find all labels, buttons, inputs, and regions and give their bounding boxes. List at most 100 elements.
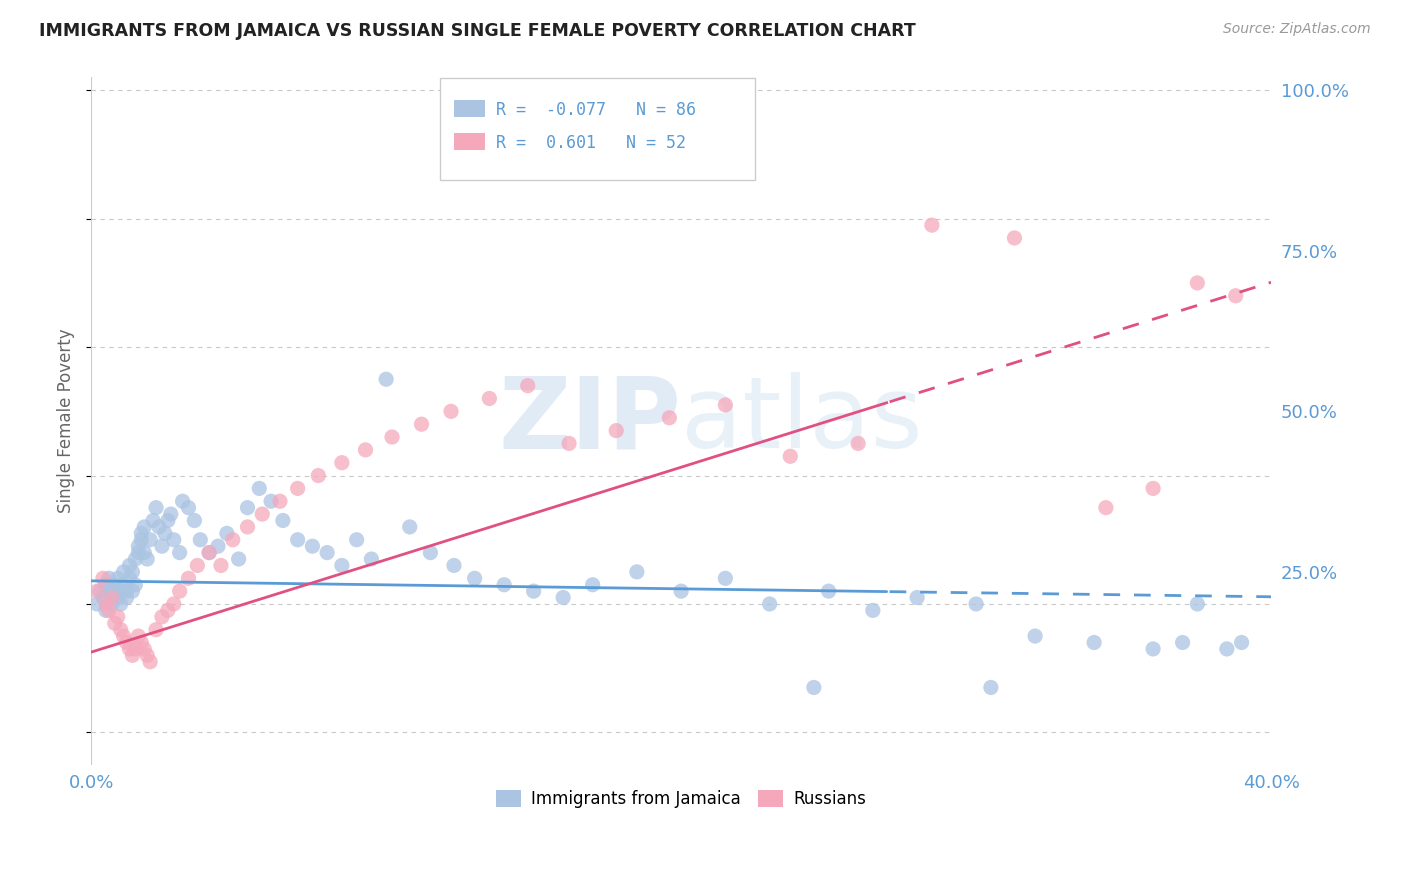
Point	[236, 520, 259, 534]
Point	[163, 533, 186, 547]
Point	[905, 591, 928, 605]
Point	[381, 430, 404, 444]
Point	[145, 500, 167, 515]
Point	[94, 603, 117, 617]
Text: R =  -0.077   N = 86: R = -0.077 N = 86	[496, 101, 696, 119]
Point	[107, 591, 129, 605]
Point	[129, 526, 152, 541]
Point	[523, 584, 546, 599]
Point	[139, 655, 162, 669]
Point	[163, 597, 186, 611]
Text: atlas: atlas	[681, 373, 922, 469]
Point	[419, 546, 441, 560]
Point	[148, 520, 170, 534]
Point	[222, 533, 245, 547]
Point	[150, 539, 173, 553]
Point	[658, 410, 681, 425]
Point	[121, 648, 143, 663]
Point	[443, 558, 465, 573]
Point	[921, 218, 943, 232]
Point	[136, 552, 159, 566]
Point	[129, 533, 152, 547]
Point	[112, 578, 135, 592]
Point	[101, 591, 124, 605]
Point	[215, 526, 238, 541]
Point	[1083, 635, 1105, 649]
Point	[115, 584, 138, 599]
Point	[118, 641, 141, 656]
Point	[779, 450, 801, 464]
Point	[112, 629, 135, 643]
Point	[605, 424, 627, 438]
Point	[94, 597, 117, 611]
Point	[104, 584, 127, 599]
Point	[307, 468, 329, 483]
Point	[1004, 231, 1026, 245]
Point	[247, 482, 270, 496]
Point	[115, 591, 138, 605]
Point	[104, 616, 127, 631]
Point	[127, 629, 149, 643]
Point	[127, 539, 149, 553]
Point	[301, 539, 323, 553]
Point	[669, 584, 692, 599]
Point	[124, 552, 146, 566]
Point	[115, 635, 138, 649]
Point	[582, 578, 605, 592]
Point	[626, 565, 648, 579]
Point	[101, 591, 124, 605]
Point	[86, 597, 108, 611]
Point	[464, 571, 486, 585]
Point	[159, 507, 181, 521]
Point	[142, 514, 165, 528]
Point	[287, 482, 309, 496]
Point	[209, 558, 232, 573]
Point	[97, 584, 120, 599]
Text: Source: ZipAtlas.com: Source: ZipAtlas.com	[1223, 22, 1371, 37]
Point	[330, 558, 353, 573]
Point	[127, 546, 149, 560]
Text: ZIP: ZIP	[498, 373, 681, 469]
Point	[139, 533, 162, 547]
Point	[188, 533, 211, 547]
Point	[136, 648, 159, 663]
Point	[124, 578, 146, 592]
Point	[118, 571, 141, 585]
Point	[346, 533, 368, 547]
Point	[169, 584, 191, 599]
Point	[169, 546, 191, 560]
Point	[107, 571, 129, 585]
Point	[846, 436, 869, 450]
Point	[558, 436, 581, 450]
Point	[1095, 500, 1118, 515]
Point	[150, 610, 173, 624]
Point	[1142, 482, 1164, 496]
Point	[478, 392, 501, 406]
Point	[862, 603, 884, 617]
Point	[121, 584, 143, 599]
Point	[1024, 629, 1046, 643]
Point	[758, 597, 780, 611]
Point	[330, 456, 353, 470]
Point	[411, 417, 433, 432]
Point	[980, 681, 1002, 695]
Point	[129, 635, 152, 649]
Point	[86, 584, 108, 599]
Point	[1230, 635, 1253, 649]
Point	[817, 584, 839, 599]
Point	[553, 591, 575, 605]
Point	[124, 641, 146, 656]
Point	[1187, 276, 1209, 290]
Point	[118, 558, 141, 573]
Point	[172, 494, 194, 508]
Point	[134, 546, 156, 560]
Point	[110, 597, 132, 611]
Point	[134, 641, 156, 656]
Y-axis label: Single Female Poverty: Single Female Poverty	[58, 328, 75, 513]
Point	[112, 565, 135, 579]
Point	[110, 623, 132, 637]
Point	[156, 514, 179, 528]
Point	[101, 597, 124, 611]
Point	[1216, 641, 1239, 656]
Point	[398, 520, 420, 534]
